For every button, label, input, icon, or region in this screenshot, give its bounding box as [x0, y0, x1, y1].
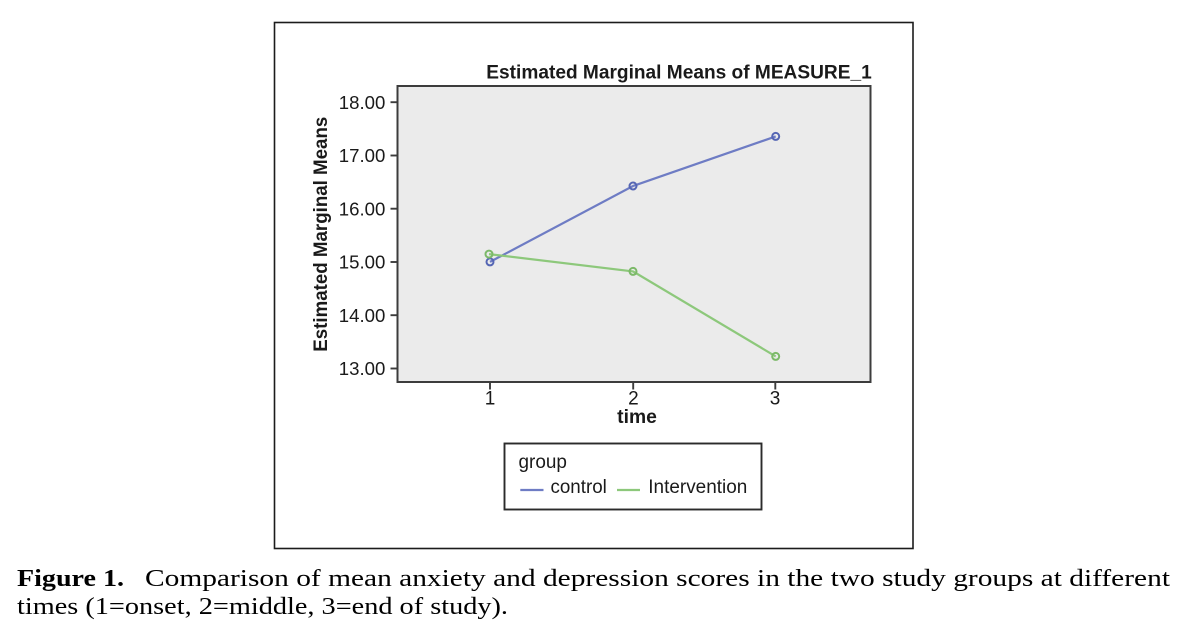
svg-text:Comparison of mean anxiety and: Comparison of mean anxiety and depressio…: [145, 566, 1170, 592]
svg-text:control: control: [551, 477, 607, 498]
svg-text:2: 2: [628, 388, 639, 409]
svg-text:Figure 1.: Figure 1.: [17, 566, 124, 592]
svg-text:13.00: 13.00: [339, 358, 386, 379]
svg-text:14.00: 14.00: [339, 305, 386, 326]
svg-text:time: time: [617, 407, 657, 428]
svg-text:Estimated Marginal Means of ME: Estimated Marginal Means of MEASURE_1: [486, 62, 872, 84]
svg-text:3: 3: [770, 388, 781, 409]
svg-text:17.00: 17.00: [339, 145, 386, 166]
svg-text:16.00: 16.00: [339, 198, 386, 219]
svg-text:Estimated Marginal Means: Estimated Marginal Means: [311, 117, 332, 352]
svg-text:1: 1: [485, 388, 496, 409]
svg-text:Intervention: Intervention: [648, 477, 747, 498]
svg-text:group: group: [519, 452, 567, 473]
svg-text:18.00: 18.00: [339, 92, 386, 113]
svg-text:times (1=onset, 2=middle, 3=en: times (1=onset, 2=middle, 3=end of study…: [17, 594, 508, 620]
svg-text:15.00: 15.00: [339, 252, 386, 273]
